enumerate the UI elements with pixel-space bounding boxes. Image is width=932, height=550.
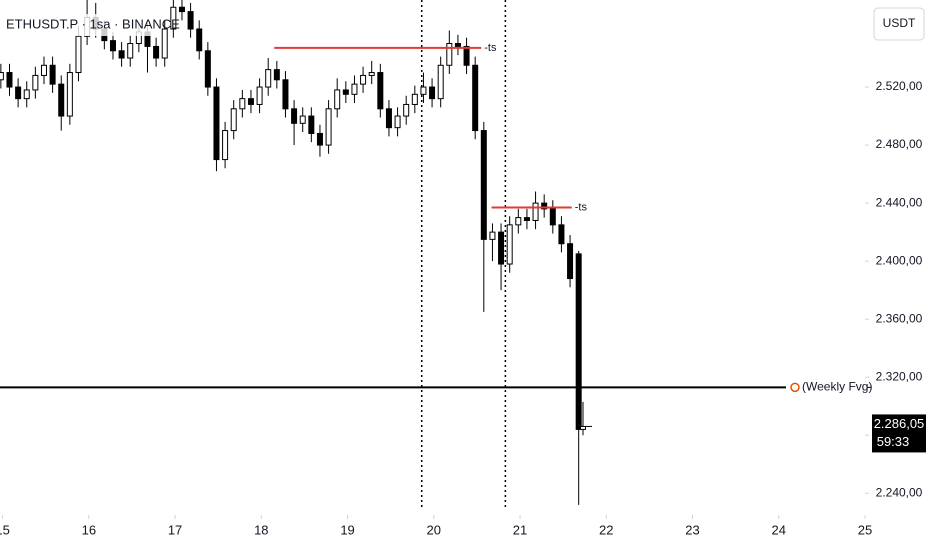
candle-body: [161, 28, 168, 59]
x-tick-label: 16: [82, 522, 96, 537]
candle-body: [385, 108, 392, 129]
candle-body: [187, 11, 194, 30]
candle-body: [411, 93, 418, 105]
candle-body: [291, 108, 298, 124]
candle-body: [204, 50, 211, 88]
candle-body: [23, 89, 30, 100]
candle-body: [299, 115, 306, 124]
candle-body: [567, 243, 574, 280]
y-tick-label: 2.480,00: [876, 137, 923, 151]
candle-body: [316, 132, 323, 146]
candle-body: [368, 72, 375, 76]
candle-body: [325, 108, 332, 146]
candle-body: [49, 64, 56, 85]
candle-body: [247, 98, 254, 105]
x-tick-label: 24: [772, 522, 786, 537]
candle-body: [230, 108, 237, 132]
candle-body: [6, 72, 13, 88]
candle-body: [32, 74, 39, 91]
candle-body: [558, 224, 565, 245]
candle-body: [541, 202, 548, 210]
candle-body: [446, 43, 453, 66]
candle-body: [454, 43, 461, 47]
candle-body: [170, 6, 177, 30]
candle-body: [489, 231, 496, 240]
candle-body: [377, 72, 384, 110]
candle-body: [153, 45, 160, 59]
candle-body: [429, 86, 436, 100]
last-price-label: 2.286,05: [874, 416, 925, 431]
x-tick-label: 15: [0, 522, 10, 537]
candle-body: [109, 40, 116, 52]
y-tick-label: 2.320,00: [876, 369, 923, 383]
candle-body: [66, 72, 73, 117]
countdown: 59:33: [877, 434, 910, 449]
y-tick-label: 2.240,00: [876, 485, 923, 499]
x-tick-label: 23: [685, 522, 699, 537]
x-tick-label: 25: [858, 522, 872, 537]
fvg-icon: [790, 382, 800, 393]
candle-body: [523, 217, 530, 222]
x-tick-label: 21: [513, 522, 527, 537]
y-tick-label: 2.440,00: [876, 195, 923, 209]
candle-body: [334, 89, 341, 110]
candle-body: [394, 115, 401, 129]
candle-body: [351, 83, 358, 95]
currency: USDT: [883, 16, 916, 30]
candle-body: [437, 64, 444, 100]
candle-body: [0, 72, 4, 81]
candle-body: [58, 83, 65, 117]
candle-body: [239, 98, 246, 110]
candle-body: [532, 202, 539, 222]
candle-body: [420, 86, 427, 95]
candle-body: [579, 425, 586, 430]
currency-box: [873, 7, 925, 41]
title-bg: [0, 14, 152, 36]
x-tick-label: 17: [168, 522, 182, 537]
candle-body: [480, 130, 487, 240]
candle-body: [498, 231, 505, 265]
candle-body: [127, 43, 134, 59]
y-tick-label: 2.360,00: [876, 311, 923, 325]
y-tick-label: 2.520,00: [876, 79, 923, 93]
candle-body: [506, 224, 513, 265]
candle-body: [575, 253, 582, 430]
candle-body: [178, 6, 185, 13]
candle-body: [273, 69, 280, 81]
y-tick-label: 2.400,00: [876, 253, 923, 267]
candle-body: [75, 35, 82, 74]
candle-body: [403, 103, 410, 117]
x-tick-label: 19: [340, 522, 354, 537]
x-tick-label: 18: [254, 522, 268, 537]
candle-body: [265, 69, 272, 88]
candle-body: [515, 217, 522, 226]
candle-body: [196, 28, 203, 52]
candle-body: [463, 45, 470, 66]
level-label: -ts: [484, 42, 497, 54]
plot-area: -ts -ts: [0, 0, 587, 510]
candle-body: [15, 86, 22, 100]
level-label: -ts: [575, 201, 588, 213]
candle-body: [308, 115, 315, 134]
candle-body: [282, 79, 289, 110]
candle-body: [256, 86, 263, 105]
candle-body: [213, 86, 220, 161]
fvg-label: (Weekly Fvg): [802, 380, 872, 394]
chart-title: ETHUSDT.P · 1sa · BINANCE: [6, 16, 180, 31]
x-tick-label: 22: [599, 522, 613, 537]
candle-body: [342, 89, 349, 95]
candle-body: [40, 64, 47, 76]
candle-body: [360, 74, 367, 85]
candle-body: [472, 64, 479, 132]
candle-body: [118, 50, 125, 59]
candle-body: [222, 130, 229, 161]
candle-body: [549, 208, 556, 226]
x-tick-label: 20: [427, 522, 441, 537]
last-price-box: [872, 414, 926, 453]
